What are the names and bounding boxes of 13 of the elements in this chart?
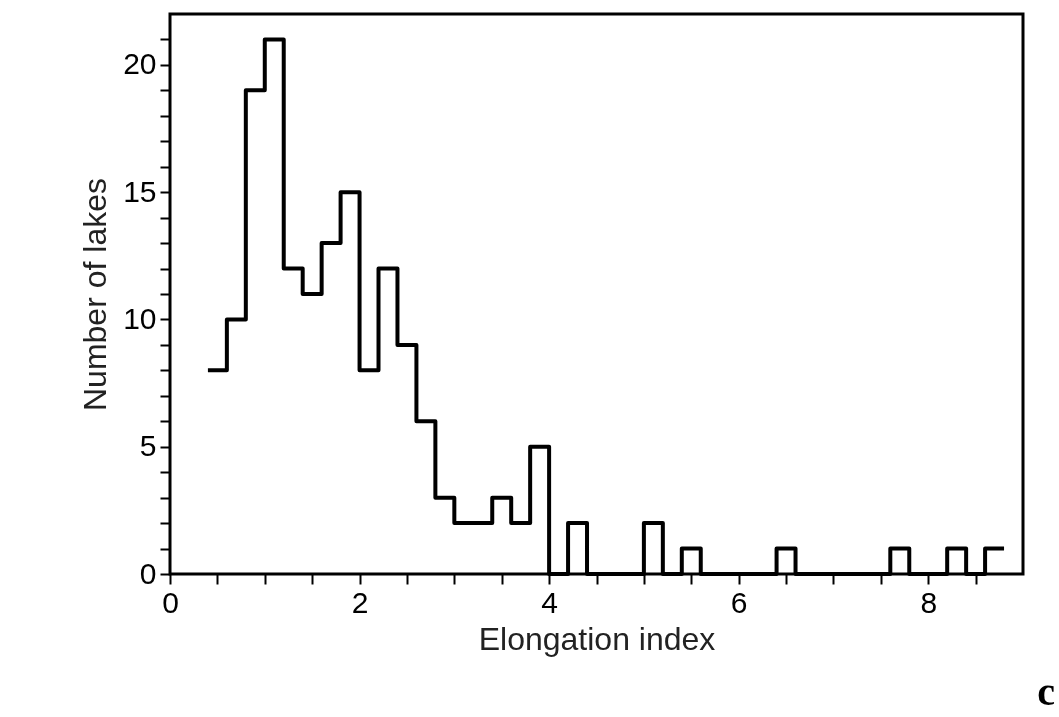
x-tick-label: 6	[730, 585, 748, 619]
y-axis-title: Number of lakes	[77, 178, 114, 411]
y-tick-label: 15	[123, 174, 157, 208]
y-tick-label: 0	[139, 556, 157, 590]
y-tick-label: 10	[123, 301, 157, 335]
x-tick-label: 0	[162, 585, 179, 619]
x-tick-label: 4	[541, 585, 558, 619]
text: c	[1037, 668, 1055, 715]
x-tick-label: 2	[351, 585, 369, 619]
x-axis-title: Elongation index	[478, 620, 716, 657]
y-tick-label: 20	[123, 47, 157, 81]
y-tick-label: 5	[139, 429, 157, 463]
x-tick-label: 8	[920, 585, 938, 619]
